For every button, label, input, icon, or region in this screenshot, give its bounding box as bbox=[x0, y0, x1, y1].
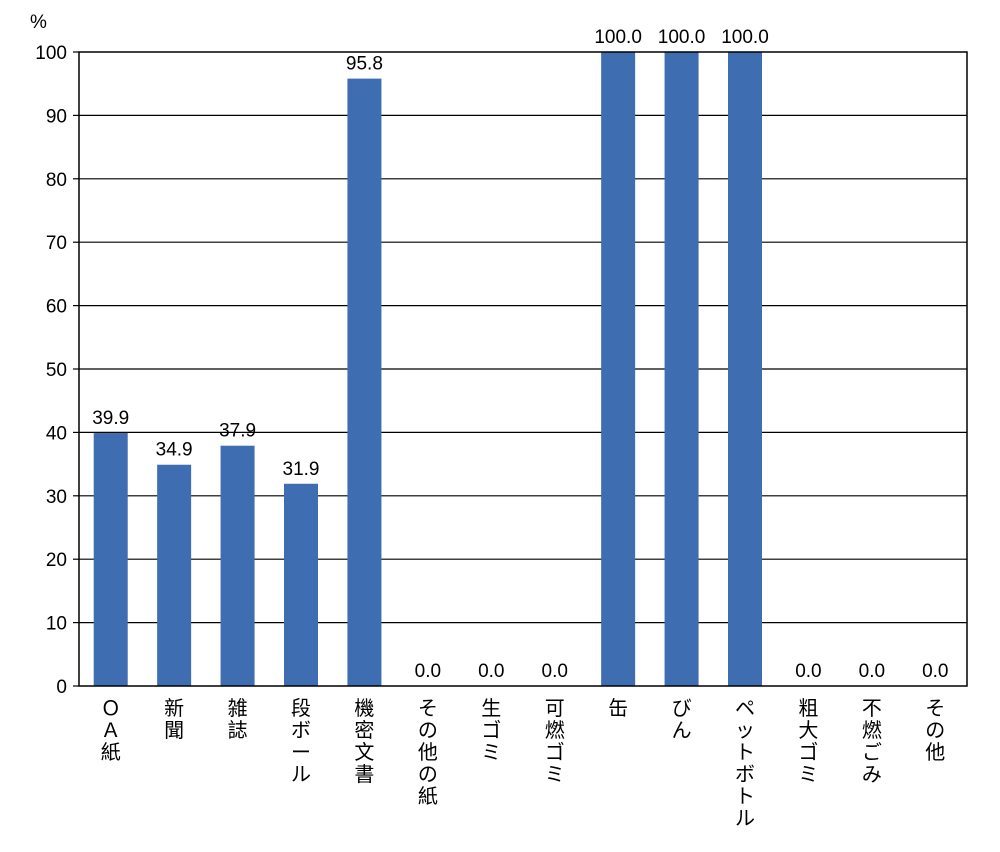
x-category-label: 不燃ごみ bbox=[861, 696, 882, 786]
bar bbox=[93, 433, 128, 686]
y-tick-label: 80 bbox=[46, 170, 67, 191]
x-category-label: 雑誌 bbox=[227, 696, 248, 742]
x-category-label: 生ゴミ bbox=[481, 696, 502, 764]
gridlines bbox=[79, 114, 967, 624]
data-label: 34.9 bbox=[156, 440, 193, 461]
y-tick-label: 20 bbox=[46, 550, 67, 571]
x-category-label: その他 bbox=[925, 696, 946, 764]
y-axis-unit-label: % bbox=[30, 12, 47, 33]
data-label: 100.0 bbox=[658, 27, 706, 48]
bar bbox=[664, 52, 699, 686]
y-tick-label: 30 bbox=[46, 487, 67, 508]
x-category-label: 新聞 bbox=[164, 696, 185, 742]
x-category-label: 可燃ゴミ bbox=[544, 696, 565, 786]
y-tick-label: 0 bbox=[56, 677, 67, 698]
x-category-label: びん bbox=[671, 696, 692, 742]
plot-border bbox=[78, 51, 968, 687]
x-category-label: 機密文書 bbox=[354, 696, 375, 786]
data-label: 100.0 bbox=[721, 27, 769, 48]
bar bbox=[347, 78, 382, 687]
data-label: 39.9 bbox=[92, 408, 129, 429]
data-label: 100.0 bbox=[594, 27, 642, 48]
y-tick-label: 100 bbox=[35, 43, 67, 64]
data-label: 0.0 bbox=[922, 661, 948, 682]
x-category-label: ペットボトル bbox=[735, 696, 755, 830]
y-tick-label: 90 bbox=[46, 106, 67, 127]
x-category-label: その他の紙 bbox=[417, 696, 438, 808]
data-label: 0.0 bbox=[415, 661, 441, 682]
bar bbox=[220, 445, 255, 686]
bar bbox=[284, 483, 318, 686]
data-label: 0.0 bbox=[795, 661, 821, 682]
y-tick-label: 10 bbox=[46, 614, 67, 635]
data-labels: 39.9 34.9 37.9 31.9 95.8 0.0 0.0 0.0 100.0 100.0 1… bbox=[92, 27, 948, 682]
x-category-label: 粗大ゴミ bbox=[798, 696, 819, 786]
data-label: 37.9 bbox=[219, 421, 256, 442]
bars bbox=[93, 52, 762, 687]
y-tick-label: 50 bbox=[46, 360, 67, 381]
y-tick-label: 60 bbox=[46, 297, 67, 318]
x-category-label: 缶 bbox=[608, 696, 629, 720]
y-tick-label: 70 bbox=[46, 233, 67, 254]
data-label: 0.0 bbox=[478, 661, 504, 682]
bar bbox=[157, 464, 192, 686]
bar bbox=[728, 52, 762, 686]
bar bbox=[601, 52, 636, 686]
data-label: 0.0 bbox=[542, 661, 568, 682]
data-label: 95.8 bbox=[346, 54, 383, 75]
x-category-label: 段ボール bbox=[291, 696, 311, 786]
data-label: 0.0 bbox=[859, 661, 885, 682]
y-tick-label: 40 bbox=[46, 423, 67, 444]
data-label: 31.9 bbox=[283, 459, 320, 480]
y-axis-ticks: 0 10 20 30 40 50 60 70 80 90 100 bbox=[35, 43, 79, 698]
